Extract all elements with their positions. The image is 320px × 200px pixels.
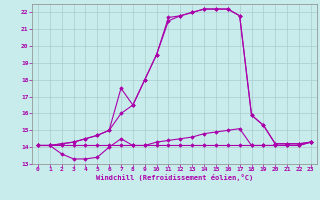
- X-axis label: Windchill (Refroidissement éolien,°C): Windchill (Refroidissement éolien,°C): [96, 174, 253, 181]
